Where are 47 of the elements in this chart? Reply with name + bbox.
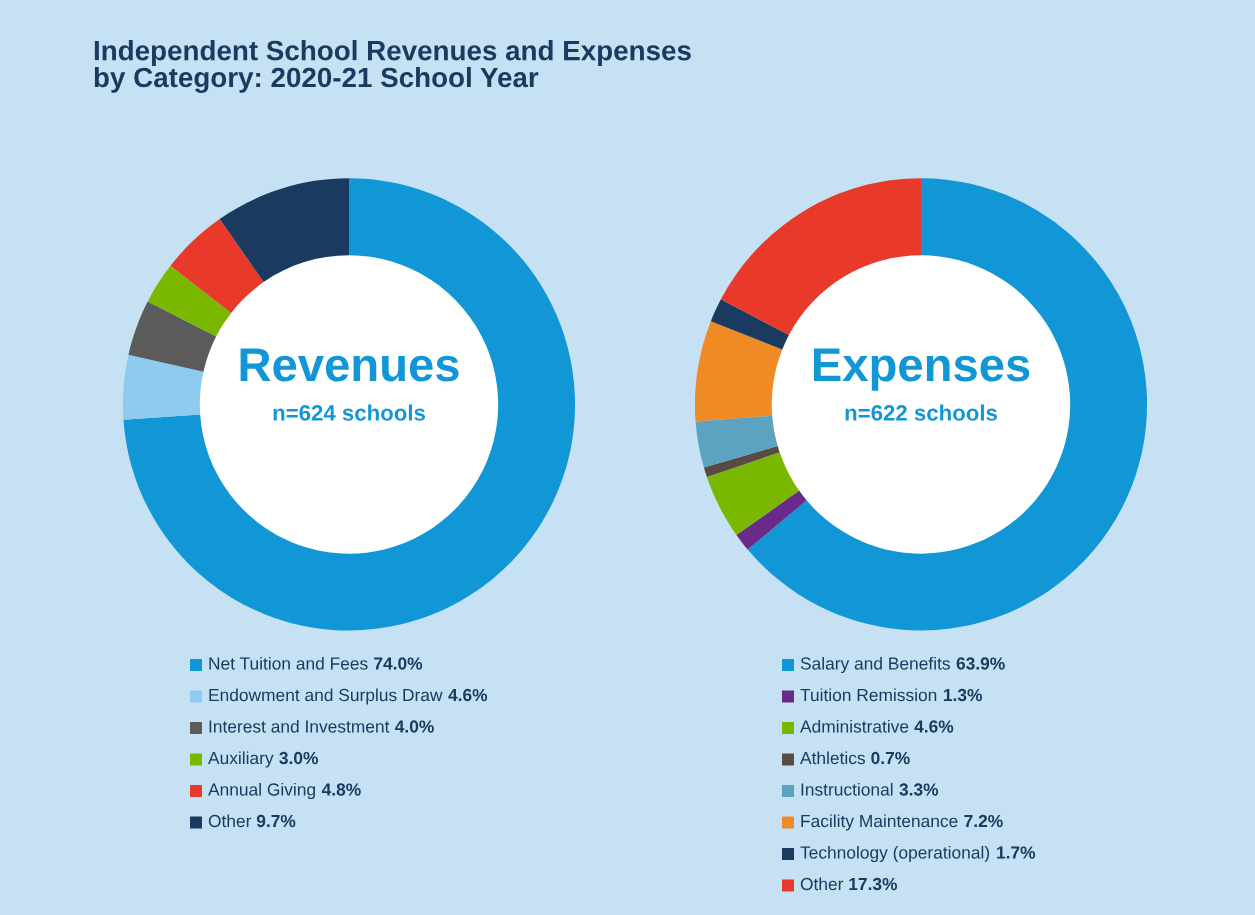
donut-slice xyxy=(123,178,575,631)
text: Expenses xyxy=(813,348,1030,391)
legend-label: Salary and Benefits xyxy=(800,656,950,674)
legend-label: Tuition Remission xyxy=(800,688,937,702)
legend-label: Athletics xyxy=(800,751,865,765)
data-label: 1.7% xyxy=(997,846,1036,859)
data-label: 4.0% xyxy=(395,720,434,733)
data-label: 1.3% xyxy=(943,688,982,702)
legend-label: Auxiliary xyxy=(208,751,274,768)
legend-label: Technology (operational) xyxy=(800,845,990,863)
data-label: 4.8% xyxy=(321,783,361,796)
legend-label: Instructional xyxy=(801,782,893,796)
data-label: 17.3% xyxy=(849,877,898,891)
data-label: 9.7% xyxy=(256,814,296,828)
donut-slice xyxy=(703,446,780,477)
donut-slice xyxy=(706,452,800,535)
donut-slice xyxy=(128,301,217,372)
legend-label: Interest and Investment xyxy=(209,719,390,733)
data-label: 3.3% xyxy=(899,783,939,796)
data-label: 0.7% xyxy=(871,751,910,765)
donut-slice xyxy=(710,299,789,350)
legend-label: Endowment and Surplus Draw xyxy=(209,688,443,705)
legend-label: Other xyxy=(800,877,844,891)
legend-label: Other xyxy=(208,814,252,828)
data-label: 4.6% xyxy=(448,688,488,702)
donut-slice xyxy=(747,178,1148,631)
donut-slice xyxy=(219,178,349,283)
donut-slice xyxy=(720,178,921,336)
legend-label: Annual Giving xyxy=(208,782,315,800)
donut-slice xyxy=(736,490,807,550)
text: Revenues xyxy=(240,348,459,382)
donut-slice xyxy=(170,218,264,313)
data-label: 63.9% xyxy=(956,657,1005,670)
legend-label: Net Tuition and Fees xyxy=(209,656,368,670)
donut-slice xyxy=(694,321,783,422)
data-label: 74.0% xyxy=(374,657,423,670)
data-label: 4.6% xyxy=(914,720,954,733)
text: n=622 schools xyxy=(845,404,997,421)
donut-slice xyxy=(695,415,778,468)
data-label: 3.0% xyxy=(279,751,318,765)
legend-label: Administrative xyxy=(800,719,909,733)
donut-slice xyxy=(122,354,204,420)
text: n=624 schools xyxy=(273,404,425,421)
legend-label: Facility Maintenance xyxy=(801,814,958,831)
donut-slice xyxy=(147,265,232,337)
text: Independent School Revenues and Expenses by Category: 2020-21 School Year xyxy=(94,40,691,93)
data-label: 7.2% xyxy=(964,814,1003,828)
